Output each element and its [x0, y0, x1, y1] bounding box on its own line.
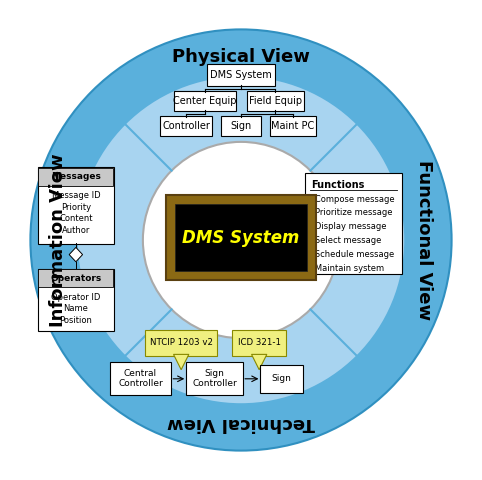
- Text: ICD 321-1: ICD 321-1: [238, 338, 281, 348]
- Text: Messages: Messages: [51, 172, 101, 181]
- FancyBboxPatch shape: [166, 195, 316, 280]
- Text: Controller: Controller: [162, 121, 210, 131]
- Text: Center Equip: Center Equip: [174, 96, 237, 106]
- FancyBboxPatch shape: [260, 365, 303, 393]
- FancyBboxPatch shape: [145, 330, 217, 356]
- Text: Position: Position: [59, 316, 93, 324]
- Text: •Display message: •Display message: [309, 222, 386, 231]
- Text: Sign: Sign: [272, 374, 292, 384]
- Text: Information View: Information View: [49, 153, 67, 327]
- FancyBboxPatch shape: [221, 116, 261, 136]
- Circle shape: [77, 76, 405, 404]
- Text: Name: Name: [64, 304, 88, 313]
- Text: Content: Content: [59, 214, 93, 223]
- Text: Message ID: Message ID: [52, 191, 100, 200]
- Text: Technical View: Technical View: [167, 414, 315, 432]
- FancyBboxPatch shape: [38, 168, 113, 186]
- FancyBboxPatch shape: [38, 269, 113, 287]
- Text: Functional View: Functional View: [415, 160, 433, 320]
- FancyBboxPatch shape: [232, 330, 286, 356]
- Polygon shape: [174, 354, 189, 370]
- FancyBboxPatch shape: [247, 91, 304, 111]
- Polygon shape: [252, 354, 267, 370]
- Text: Operator ID: Operator ID: [51, 293, 101, 302]
- FancyBboxPatch shape: [174, 91, 236, 111]
- Text: Sign
Controller: Sign Controller: [192, 369, 237, 388]
- Text: Physical View: Physical View: [172, 48, 310, 66]
- Text: Sign: Sign: [230, 121, 252, 131]
- Polygon shape: [69, 247, 82, 262]
- FancyBboxPatch shape: [38, 168, 114, 243]
- FancyBboxPatch shape: [306, 173, 402, 274]
- Text: Operators: Operators: [50, 274, 102, 283]
- Text: •Prioritize message: •Prioritize message: [309, 208, 392, 217]
- Text: Author: Author: [62, 226, 90, 235]
- Text: NTCIP 1203 v2: NTCIP 1203 v2: [150, 338, 213, 348]
- Text: Central
Controller: Central Controller: [118, 369, 163, 388]
- FancyBboxPatch shape: [160, 116, 212, 136]
- Text: Maint PC: Maint PC: [271, 121, 314, 131]
- FancyBboxPatch shape: [270, 116, 316, 136]
- Text: Priority: Priority: [61, 203, 91, 212]
- FancyBboxPatch shape: [175, 204, 307, 271]
- FancyBboxPatch shape: [207, 64, 275, 86]
- Text: DMS System: DMS System: [182, 228, 300, 247]
- Text: •Maintain system: •Maintain system: [309, 264, 384, 273]
- Text: Functions: Functions: [310, 180, 364, 190]
- Circle shape: [30, 29, 452, 451]
- FancyBboxPatch shape: [38, 269, 114, 331]
- FancyBboxPatch shape: [109, 362, 172, 396]
- Circle shape: [143, 142, 339, 338]
- Text: Field Equip: Field Equip: [249, 96, 302, 106]
- Text: •Select message: •Select message: [309, 236, 381, 245]
- FancyBboxPatch shape: [186, 362, 243, 396]
- Text: DMS System: DMS System: [210, 70, 272, 80]
- Text: •Schedule message: •Schedule message: [309, 250, 394, 259]
- Text: •Compose message: •Compose message: [309, 194, 394, 204]
